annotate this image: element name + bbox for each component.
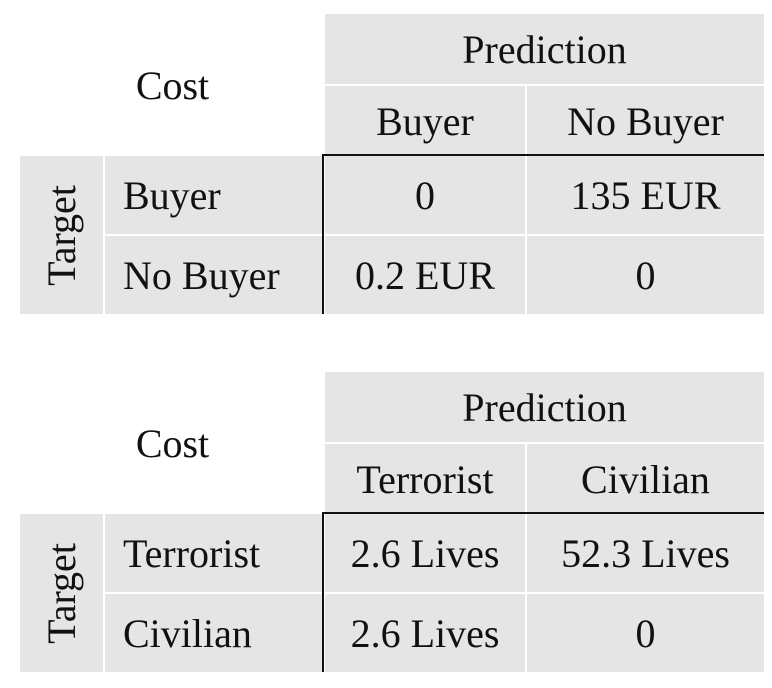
matrix-cell: 0	[527, 594, 764, 672]
row-rule	[322, 154, 324, 314]
cost-matrix-terrorist: Cost Prediction Terrorist Civilian Targe…	[0, 368, 772, 688]
row-header: Terrorist	[105, 514, 323, 592]
matrix-cell: 2.6 Lives	[325, 514, 525, 592]
matrix-cell: 135 EUR	[527, 156, 764, 234]
cost-matrix-buyer: Cost Prediction Buyer No Buyer Target Bu…	[0, 10, 772, 330]
column-header: Buyer	[325, 86, 525, 156]
matrix-cell: 2.6 Lives	[325, 594, 525, 672]
column-header: Civilian	[527, 444, 764, 514]
column-header: No Buyer	[527, 86, 764, 156]
row-header: No Buyer	[105, 236, 323, 314]
target-label: Target	[39, 184, 85, 286]
prediction-header: Prediction	[325, 14, 764, 84]
target-header: Target	[20, 156, 103, 314]
matrix-cell: 52.3 Lives	[527, 514, 764, 592]
header-rule	[323, 154, 764, 156]
target-header: Target	[20, 514, 103, 672]
row-header: Buyer	[105, 156, 323, 234]
row-rule	[322, 512, 324, 672]
corner-label: Cost	[135, 420, 210, 466]
header-rule	[323, 512, 764, 514]
row-header: Civilian	[105, 594, 323, 672]
matrix-cell: 0	[325, 156, 525, 234]
prediction-header: Prediction	[325, 372, 764, 442]
matrix-cell: 0	[527, 236, 764, 314]
target-label: Target	[39, 542, 85, 644]
corner-label: Cost	[135, 62, 210, 108]
matrix-cell: 0.2 EUR	[325, 236, 525, 314]
column-header: Terrorist	[325, 444, 525, 514]
